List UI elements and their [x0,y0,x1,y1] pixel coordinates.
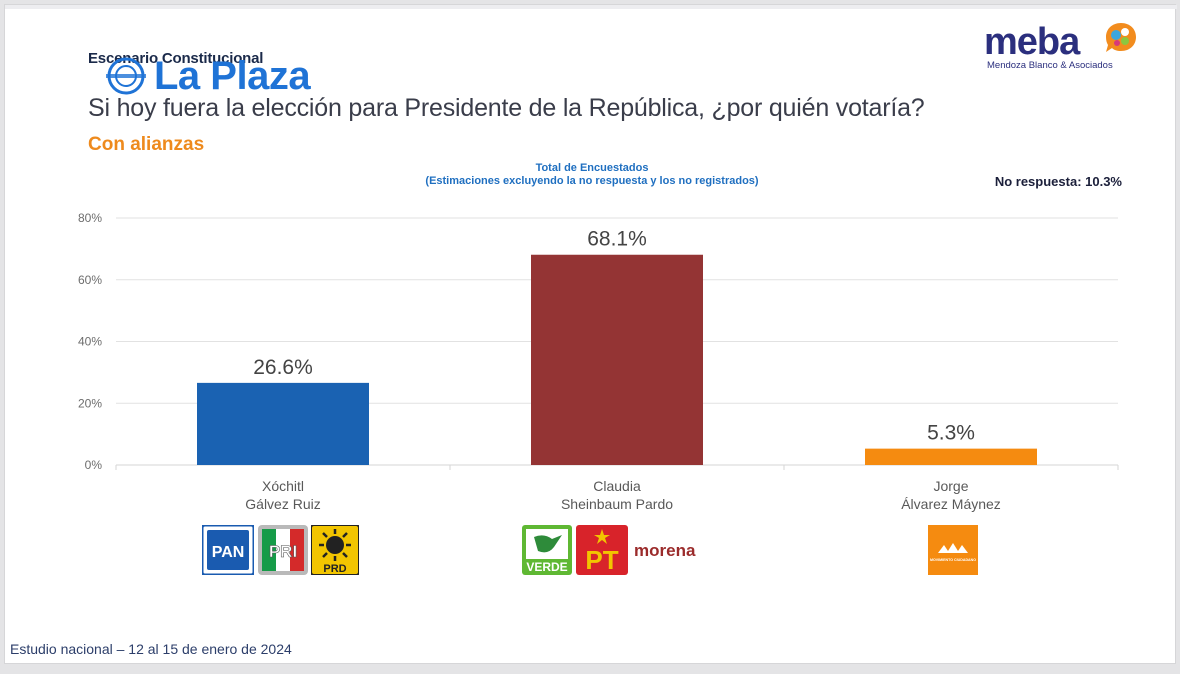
logo-wordmark: meba [984,21,1080,63]
data-label: 5.3% [927,422,975,445]
meba-logo: meba Mendoza Blanco & Asociados [984,18,1144,78]
logo-tagline: Mendoza Blanco & Asociados [987,60,1113,71]
category-label: Claudia [593,478,641,494]
data-label: 68.1% [587,228,647,251]
y-tick-label: 60% [78,273,102,287]
category-label: Álvarez Máynez [901,496,1001,512]
pri-logo-icon: PRI [258,525,308,575]
no-response-annotation: No respuesta: 10.3% [994,174,1122,189]
study-footer: Estudio nacional – 12 al 15 de enero de … [10,641,292,657]
watermark: La Plaza [84,52,374,100]
pan-logo-icon: PAN [202,525,254,575]
y-tick-label: 40% [78,335,102,349]
top-rule [5,5,1177,9]
movimiento-ciudadano-logo-text: MOVIMIENTO CIUDADANO [930,558,976,562]
morena-logo-icon: morena [634,541,696,560]
prd-logo-text: PRD [323,563,346,575]
pt-logo-text: PT [585,545,618,575]
y-tick-label: 0% [85,458,103,472]
scenario-kicker: Escenario Constitucional [88,50,264,67]
y-tick-label: 80% [78,211,102,225]
survey-question: Si hoy fuera la elección para Presidente… [88,94,925,122]
bar [531,254,703,465]
category-label: Xóchitl [262,478,304,494]
seal-icon [106,57,146,95]
data-label: 26.6% [253,356,313,379]
movimiento-ciudadano-logo-icon: MOVIMIENTO CIUDADANO [928,525,978,575]
pt-logo-icon: PT [576,525,628,575]
chart-title-block: Total de Encuestados (Estimaciones exclu… [392,162,792,188]
prd-logo-icon: PRD [311,525,359,575]
bar [865,448,1037,465]
category-label: Gálvez Ruiz [245,496,320,512]
chart-subtitle: (Estimaciones excluyendo la no respuesta… [425,175,759,187]
verde-logo-icon: VERDE [522,525,572,575]
watermark-text: La Plaza [154,54,311,98]
pri-logo-text: PRI [269,542,297,561]
bar [197,382,369,465]
logo-bubble-icon [1106,23,1136,52]
morena-logo-text: morena [634,541,696,560]
pan-logo-text: PAN [212,544,245,561]
chart-title: Total de Encuestados [535,162,649,174]
scenario-subtitle: Con alianzas [88,134,205,155]
category-label: Sheinbaum Pardo [561,496,673,512]
y-tick-label: 20% [78,396,102,410]
verde-logo-text: VERDE [526,560,567,574]
category-label: Jorge [933,478,968,494]
